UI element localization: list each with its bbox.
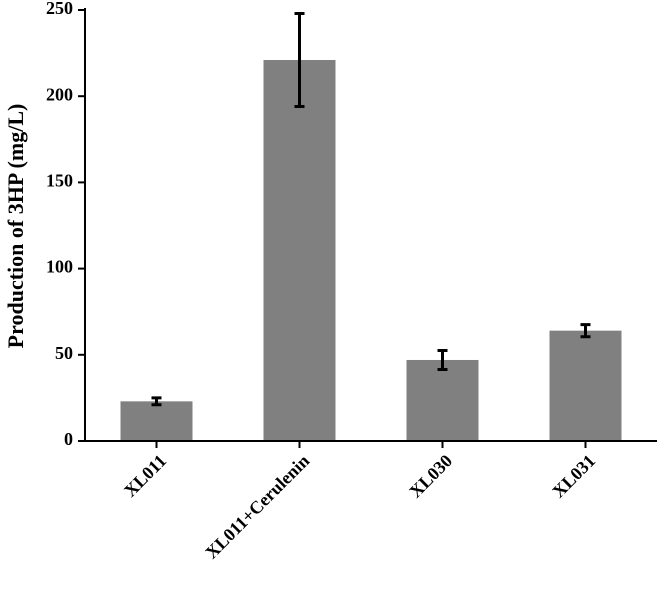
bar — [120, 401, 193, 441]
y-tick-label: 50 — [55, 343, 73, 363]
y-tick-label: 250 — [46, 0, 73, 18]
x-tick-label: XL011 — [120, 451, 170, 501]
y-tick-label: 100 — [46, 257, 73, 277]
error-bar — [294, 11, 305, 109]
error-bar — [580, 323, 591, 339]
bar — [263, 59, 336, 441]
y-tick-label: 150 — [46, 171, 73, 191]
x-tick-label: XL031 — [548, 451, 599, 502]
error-bar — [437, 348, 448, 371]
bar — [406, 359, 479, 441]
x-tick-label: XL011+Cerulenin — [201, 451, 313, 563]
y-axis-title: Production of 3HP (mg/L) — [3, 104, 28, 349]
y-tick-label: 200 — [46, 84, 73, 104]
bar — [549, 330, 622, 441]
y-tick-label: 0 — [64, 429, 73, 449]
x-tick-label: XL030 — [405, 451, 456, 502]
error-bar — [151, 396, 162, 407]
